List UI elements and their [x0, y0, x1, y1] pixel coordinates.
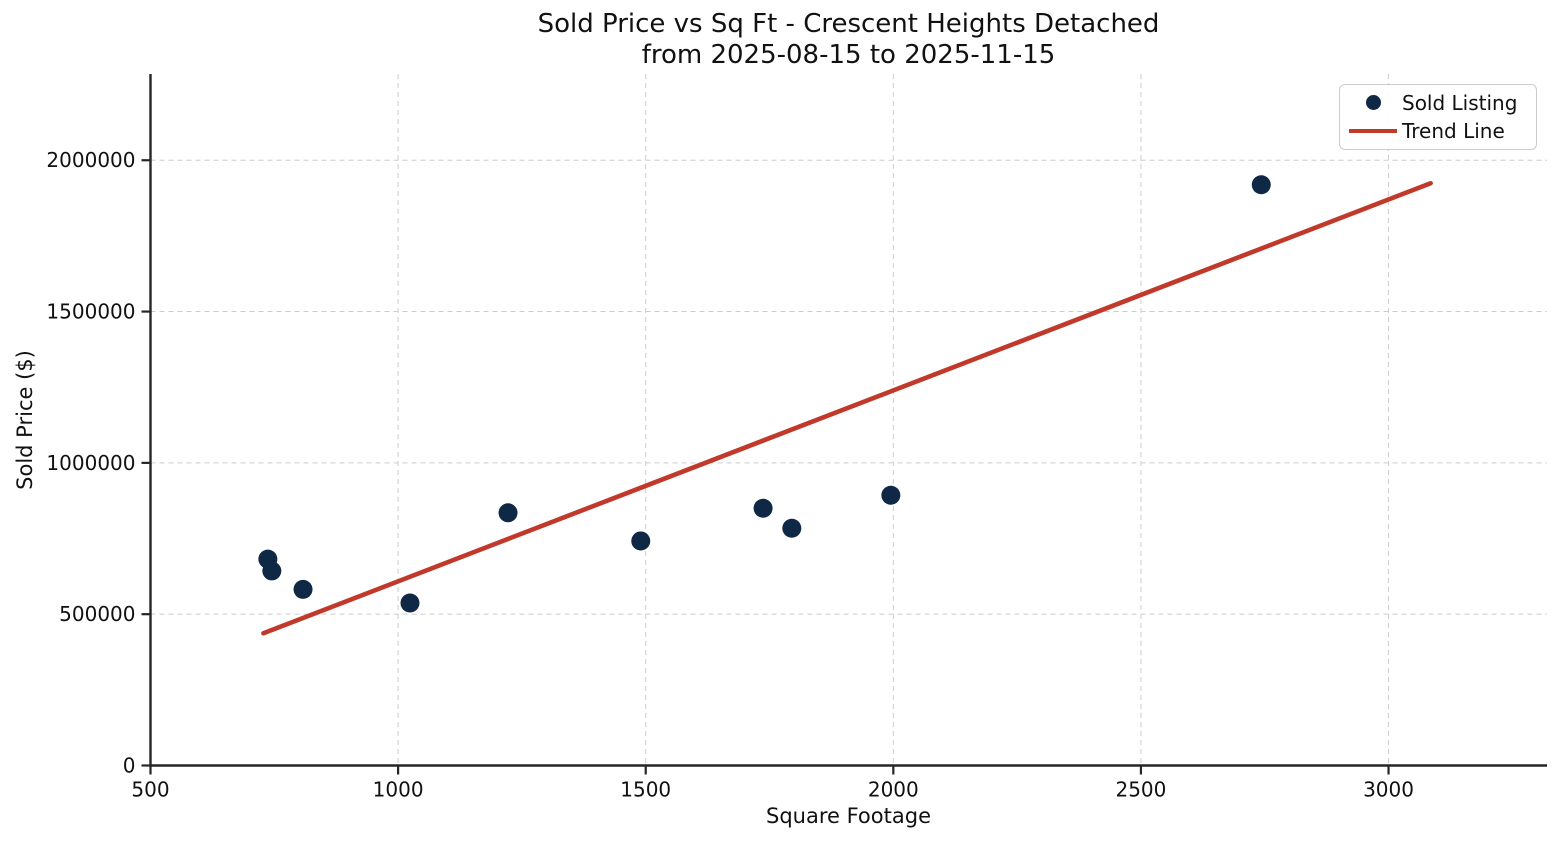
legend-label-sold-listing: Sold Listing	[1402, 90, 1518, 115]
scatter-point	[782, 518, 802, 538]
y-tick-label: 500000	[59, 602, 135, 626]
scatter-point	[881, 485, 901, 505]
scatter-point	[631, 531, 651, 551]
x-tick-label: 3000	[1363, 778, 1414, 802]
legend-swatch	[1344, 95, 1402, 111]
x-tick-label: 1500	[620, 778, 671, 802]
y-tick-label: 1000000	[46, 451, 135, 475]
y-tick-label: 1500000	[46, 300, 135, 324]
legend-item-sold-listing: Sold Listing	[1344, 89, 1528, 117]
y-tick-label: 2000000	[46, 148, 135, 172]
trend-line	[261, 180, 1433, 636]
chart-title: Sold Price vs Sq Ft - Crescent Heights D…	[150, 9, 1547, 71]
scatter-point	[498, 503, 518, 523]
legend-item-trend-line: Trend Line	[1344, 117, 1528, 145]
legend-swatch	[1344, 129, 1402, 134]
scatter-marker-icon	[1365, 95, 1381, 111]
scatter-point	[262, 561, 282, 581]
legend-label-trend-line: Trend Line	[1402, 119, 1505, 144]
y-tick-label: 0	[123, 754, 136, 778]
x-axis-label: Square Footage	[766, 804, 931, 828]
scatter-point	[1251, 175, 1271, 195]
x-tick-label: 2500	[1115, 778, 1166, 802]
scatter-point	[753, 498, 773, 518]
x-tick-label: 2000	[868, 778, 919, 802]
x-tick-label: 1000	[373, 778, 424, 802]
scatter-point	[400, 593, 420, 613]
x-tick-label: 500	[131, 778, 169, 802]
chart-title-line2: from 2025-08-15 to 2025-11-15	[641, 40, 1056, 70]
legend: Sold Listing Trend Line	[1339, 84, 1537, 150]
trend-line-marker-icon	[1349, 129, 1397, 134]
scatter-point	[293, 579, 313, 599]
chart-title-line1: Sold Price vs Sq Ft - Crescent Heights D…	[537, 9, 1160, 39]
y-axis-label: Sold Price ($)	[13, 350, 37, 490]
